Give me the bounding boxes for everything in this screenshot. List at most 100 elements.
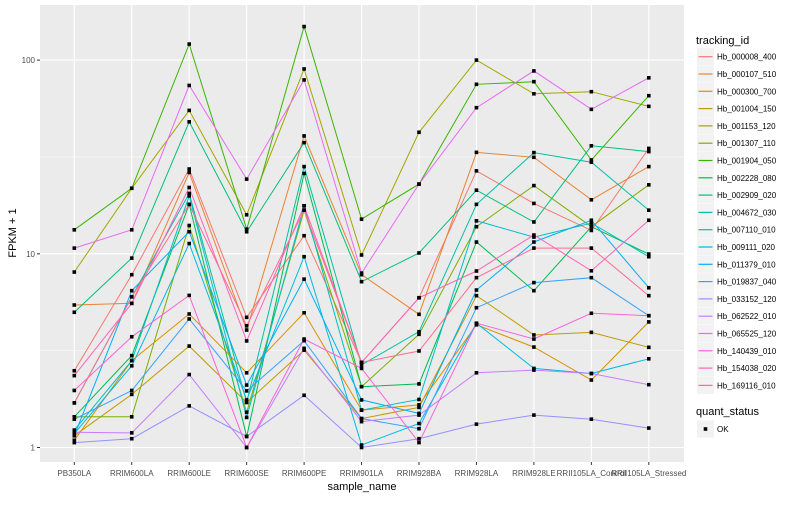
legend-item[interactable]: Hb_001153_120 (697, 117, 776, 135)
data-point (244, 315, 249, 320)
legend-label: Hb_001307_110 (717, 139, 776, 148)
data-point (129, 415, 134, 419)
legend-label: Hb_019837_040 (717, 278, 777, 287)
y-tick-label: 100 (22, 56, 36, 65)
legend-item[interactable]: Hb_002228_080 (697, 169, 777, 187)
data-point (532, 69, 536, 73)
data-point (417, 312, 421, 317)
data-point (589, 275, 594, 280)
data-point (474, 422, 479, 426)
data-point (302, 67, 306, 71)
legend-item[interactable]: Hb_019837_040 (697, 273, 777, 291)
legend-item[interactable]: Hb_062522_010 (697, 307, 777, 325)
data-point (532, 333, 536, 337)
data-point (129, 364, 134, 368)
data-point (647, 345, 651, 350)
legend-item[interactable]: Hb_009111_020 (697, 238, 776, 256)
data-point (187, 404, 191, 408)
legend-item[interactable]: Hb_000107_510 (697, 65, 777, 83)
data-point (474, 240, 479, 244)
data-point (417, 397, 421, 402)
data-point (72, 368, 77, 373)
data-point (129, 228, 134, 232)
x-tick-label: PB350LA (57, 469, 91, 478)
data-point (474, 371, 479, 375)
data-point (359, 253, 364, 257)
legend-item[interactable]: Hb_004672_030 (697, 203, 777, 221)
data-point (72, 428, 77, 432)
data-point (187, 344, 191, 348)
legend-item[interactable]: Hb_011379_010 (697, 255, 776, 273)
shape-legend-item[interactable]: OK (697, 420, 729, 438)
x-tick-label: RRIM928LA (455, 469, 499, 478)
legend-item[interactable]: Hb_000300_700 (697, 82, 777, 100)
data-point (647, 357, 651, 361)
legend-label: Hb_004672_030 (717, 208, 777, 217)
data-point (302, 140, 306, 145)
legend-item[interactable]: Hb_000008_400 (697, 48, 777, 66)
data-point (532, 155, 536, 160)
data-point (187, 167, 191, 171)
data-point (187, 42, 191, 46)
data-point (532, 345, 536, 349)
x-tick-label: RRIM928BA (397, 469, 442, 478)
data-point (302, 78, 306, 82)
data-point (532, 150, 536, 155)
legend-item[interactable]: Hb_169116_010 (697, 376, 776, 394)
data-point (417, 382, 421, 386)
data-point (302, 346, 306, 351)
data-point (244, 229, 249, 234)
legend-item[interactable]: Hb_002909_020 (697, 186, 777, 204)
data-point (187, 202, 191, 207)
legend-label: Hb_011379_010 (717, 260, 776, 269)
data-point (589, 330, 594, 335)
data-point (474, 202, 479, 207)
data-point (129, 256, 134, 260)
legend-item[interactable]: Hb_001904_050 (697, 152, 777, 169)
data-point (474, 321, 479, 326)
data-point (187, 312, 191, 316)
data-point (72, 373, 77, 378)
legend-label: OK (717, 425, 729, 434)
data-point (72, 388, 77, 393)
data-point (589, 417, 594, 421)
data-point (532, 280, 536, 285)
data-point (589, 107, 594, 112)
data-point (244, 383, 249, 387)
legend-item[interactable]: Hb_001307_110 (697, 134, 776, 152)
data-point (129, 436, 134, 441)
data-point (302, 277, 306, 281)
y-axis: 1 10 100 (22, 56, 40, 453)
data-point (589, 221, 594, 225)
data-point (302, 233, 306, 238)
data-point (647, 208, 651, 212)
data-point (589, 158, 594, 162)
legend-label: Hb_000008_400 (717, 53, 777, 62)
data-point (359, 366, 364, 371)
x-tick-label: RRII105LA_Control (557, 469, 627, 478)
data-point (187, 194, 191, 198)
data-point (647, 254, 651, 259)
x-axis: PB350LA RRIM600LA RRIM600LE RRIM600SE RRIM60… (57, 462, 686, 478)
x-tick-label: RRIM600SE (224, 469, 268, 478)
legend-item[interactable]: Hb_033152_120 (697, 290, 777, 308)
x-tick-label: RRIM600PE (282, 469, 326, 478)
data-point (72, 303, 77, 307)
data-points (72, 24, 651, 450)
data-point (302, 164, 306, 169)
data-point (532, 233, 536, 237)
data-point (129, 353, 134, 358)
legend-item[interactable]: Hb_065525_120 (697, 325, 777, 342)
legend-item[interactable]: Hb_001004_150 (697, 100, 777, 118)
data-point (474, 219, 479, 223)
legend-item[interactable]: Hb_007110_010 (697, 221, 776, 239)
x-tick-label: RRIM928LE (512, 469, 556, 478)
legend-item[interactable]: Hb_140439_010 (697, 342, 777, 360)
data-point (589, 311, 594, 316)
data-point (589, 224, 594, 229)
data-point (647, 146, 651, 151)
data-point (244, 227, 249, 231)
legend-item[interactable]: Hb_154038_020 (697, 359, 777, 377)
data-point (187, 108, 191, 113)
data-point (474, 150, 479, 155)
